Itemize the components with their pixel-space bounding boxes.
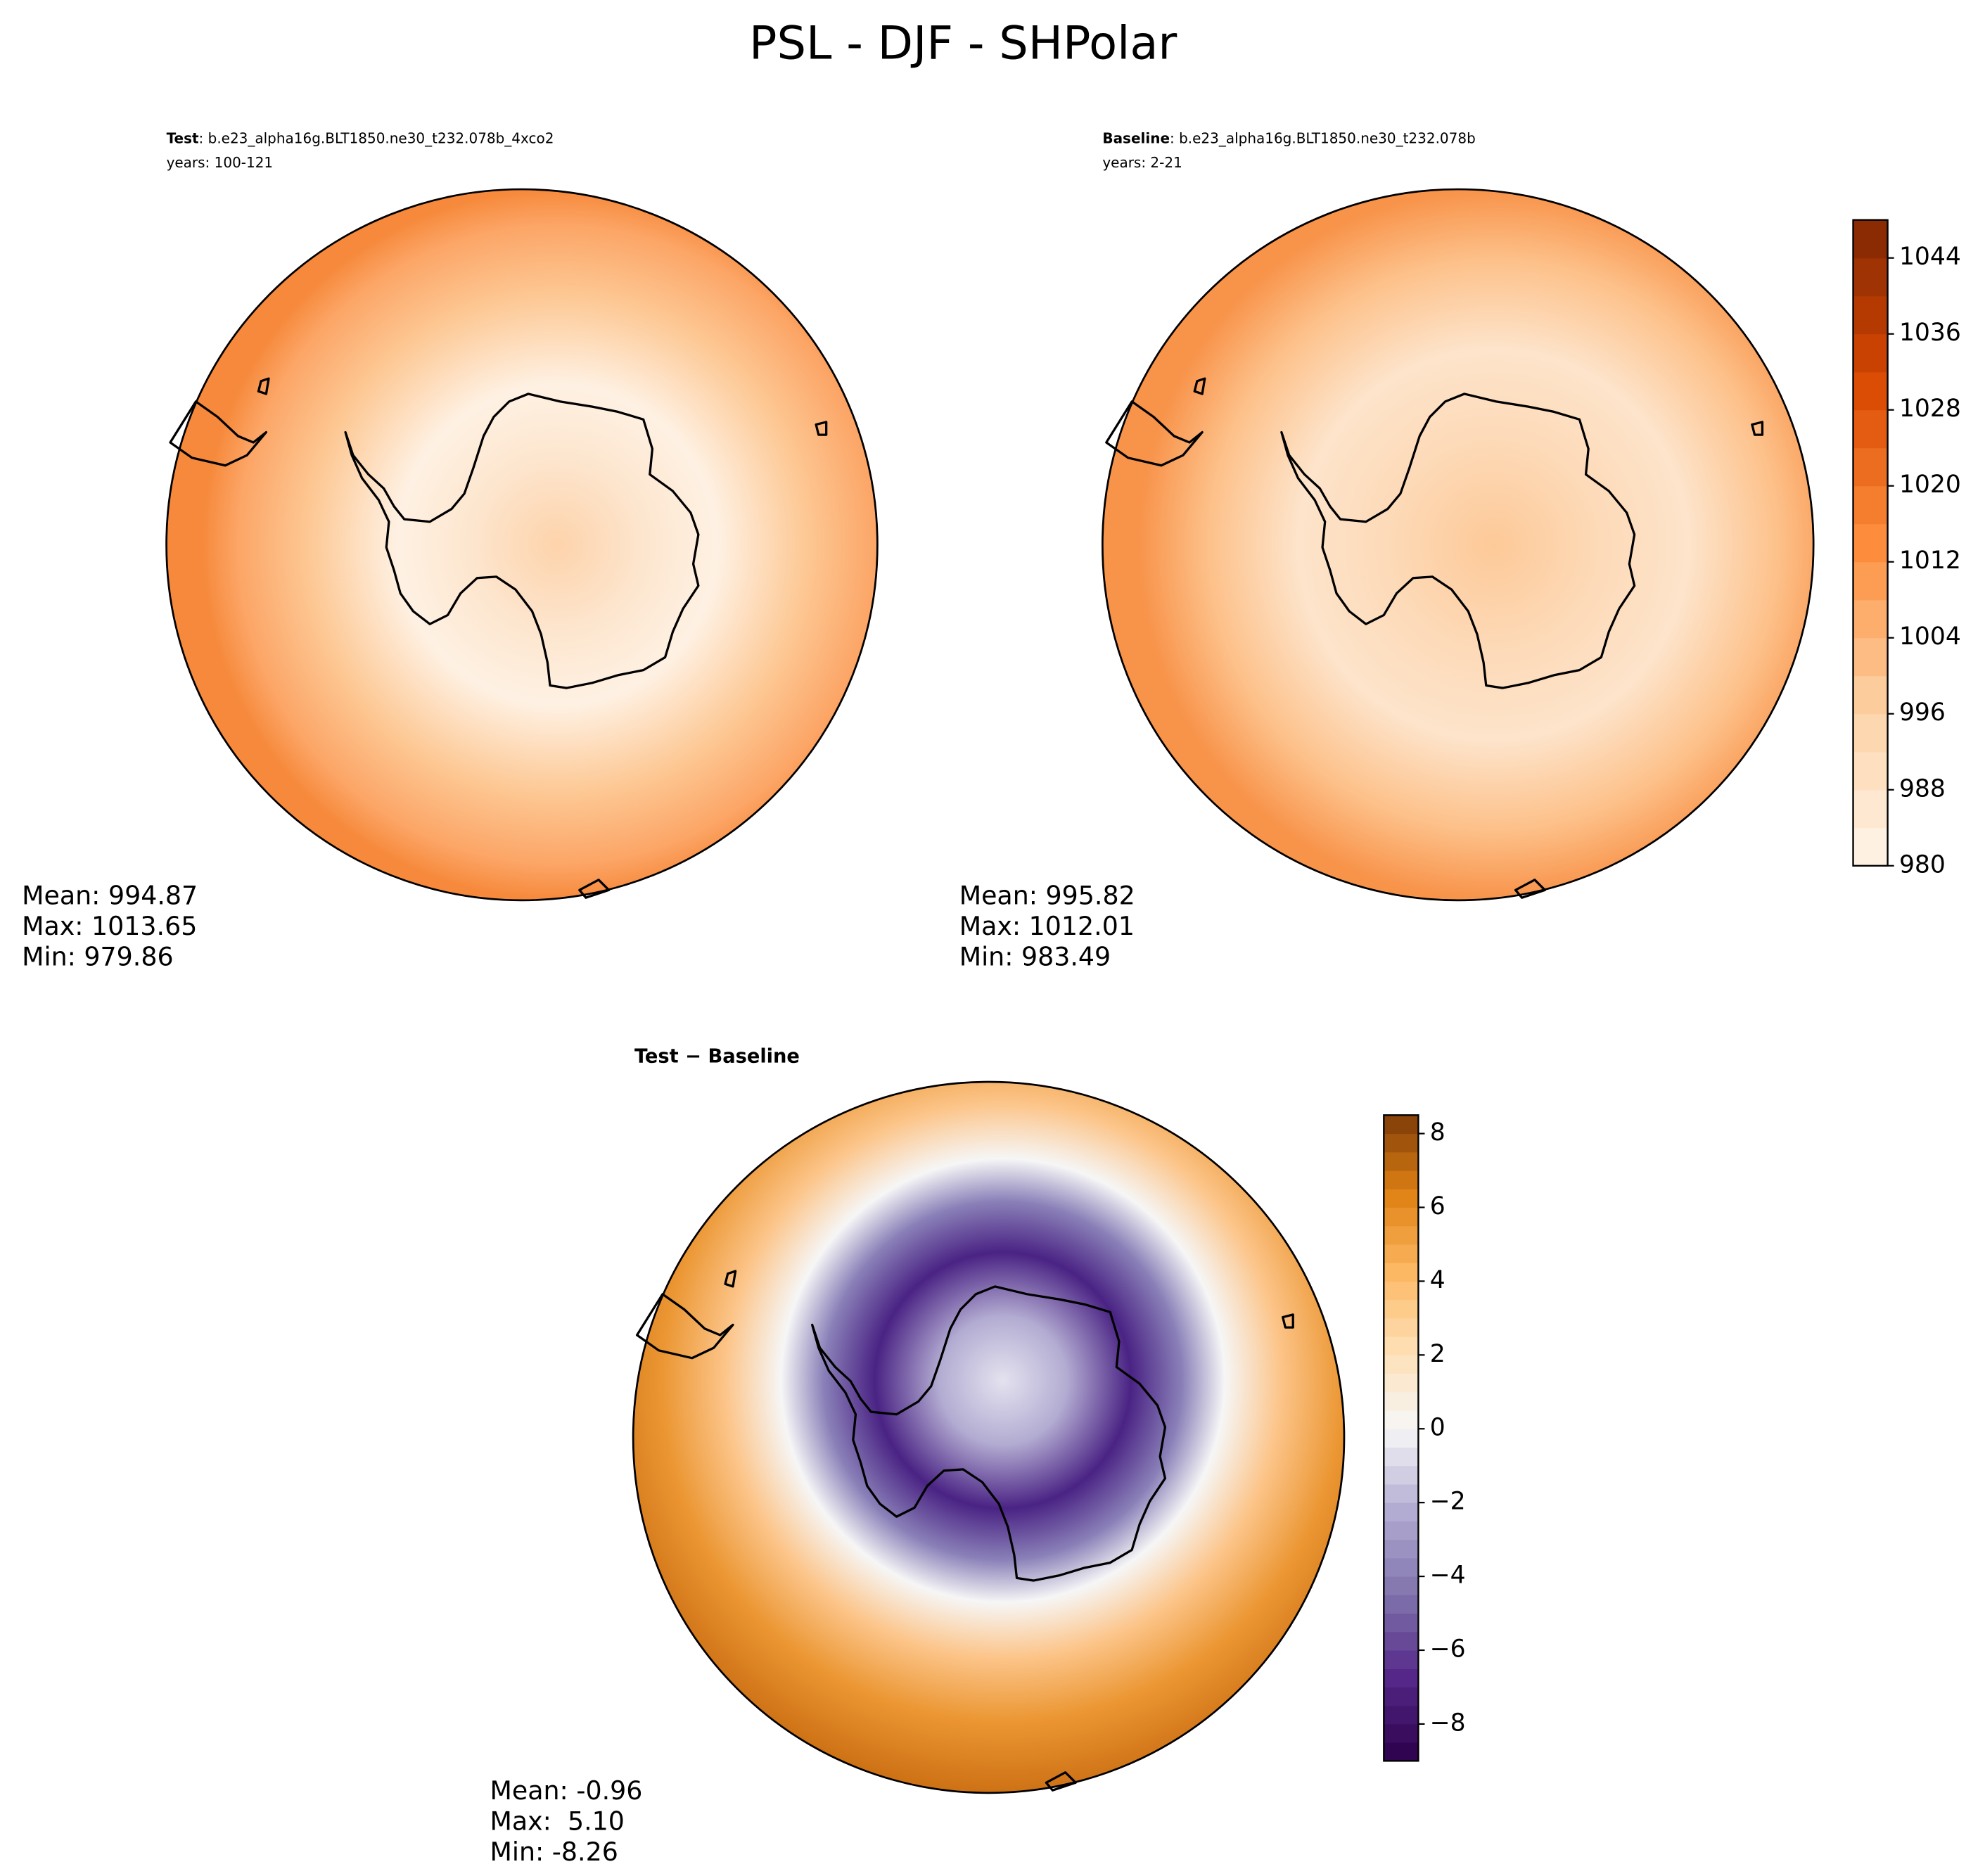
colorbar-band <box>1853 447 1888 487</box>
colorbar-tick-label: 980 <box>1899 850 1946 879</box>
colorbar-band <box>1384 1410 1419 1429</box>
colorbar-tick-label: 996 <box>1899 698 1946 727</box>
colorbar-band <box>1384 1557 1419 1577</box>
colorbar-tick-label: 2 <box>1430 1340 1445 1368</box>
colorbar-band <box>1853 599 1888 639</box>
colorbar-band <box>1853 675 1888 715</box>
colorbar-band <box>1384 1280 1419 1301</box>
colorbar-band <box>1384 1317 1419 1337</box>
figure-title: PSL - DJF - SHPolar <box>749 17 1177 70</box>
colorbar-band <box>1384 1262 1419 1282</box>
colorbar-band <box>1384 1354 1419 1374</box>
colorbar-band <box>1384 1576 1419 1595</box>
colorbar-band <box>1384 1502 1419 1521</box>
colorbar-tick-label: 6 <box>1430 1192 1445 1220</box>
stat: Min: 983.49 <box>959 942 1111 972</box>
colorbar-tick-label: 0 <box>1430 1414 1445 1442</box>
colorbar-band <box>1384 1206 1419 1227</box>
panel-label: Test − Baseline <box>634 1046 800 1068</box>
panel-label: Test: b.e23_alpha16g.BLT1850.ne30_t232.0… <box>167 130 554 147</box>
colorbar-band <box>1384 1594 1419 1614</box>
panel-years: years: 2-21 <box>1102 154 1182 171</box>
colorbar-band <box>1384 1428 1419 1448</box>
colorbar-tick-label: 1020 <box>1899 471 1961 499</box>
colorbar-band <box>1384 1372 1419 1393</box>
colorbar-band <box>1853 789 1888 829</box>
colorbar-band <box>1384 1723 1419 1743</box>
colorbar-band <box>1384 1612 1419 1633</box>
stat: Mean: -0.96 <box>490 1775 643 1806</box>
colorbar-band <box>1853 409 1888 449</box>
colorbar-band <box>1384 1244 1419 1263</box>
colorbar-tick-label: 1044 <box>1899 243 1961 271</box>
colorbar-tick-label: 1028 <box>1899 395 1961 423</box>
colorbar-band <box>1853 523 1888 563</box>
colorbar-band <box>1853 295 1888 335</box>
colorbar-band <box>1384 1391 1419 1411</box>
colorbar-tick-label: 1012 <box>1899 547 1961 575</box>
colorbar-tick-label: −8 <box>1430 1709 1466 1737</box>
colorbar-tick-label: −2 <box>1430 1488 1466 1516</box>
colorbar-band <box>1384 1465 1419 1485</box>
colorbar-band <box>1384 1188 1419 1208</box>
panel-label-bold: Baseline <box>1102 130 1170 147</box>
colorbar-band <box>1853 713 1888 753</box>
colorbar-band <box>1384 1132 1419 1153</box>
colorbar-band <box>1853 561 1888 601</box>
colorbar-band <box>1384 1151 1419 1171</box>
map <box>1101 188 1815 902</box>
colorbar-band <box>1384 1539 1419 1559</box>
map <box>165 188 879 902</box>
colorbar-band <box>1853 827 1888 867</box>
colorbar-tick-label: 4 <box>1430 1266 1445 1294</box>
colorbar-band <box>1384 1705 1419 1725</box>
colorbar-band <box>1384 1336 1419 1355</box>
colorbar-band <box>1853 751 1888 791</box>
colorbar-frame <box>1852 219 1889 867</box>
colorbar-band <box>1853 485 1888 525</box>
colorbar-band <box>1384 1483 1419 1503</box>
colorbar-band <box>1384 1742 1419 1761</box>
colorbar-band <box>1384 1114 1419 1135</box>
colorbar-band <box>1384 1686 1419 1706</box>
stat: Max: 1013.65 <box>22 911 197 941</box>
colorbar-band <box>1853 219 1888 259</box>
panel-label: Baseline: b.e23_alpha16g.BLT1850.ne30_t2… <box>1102 130 1475 147</box>
colorbar-band <box>1853 257 1888 297</box>
colorbar-band <box>1384 1299 1419 1319</box>
colorbar-band <box>1384 1650 1419 1669</box>
colorbar-band <box>1384 1520 1419 1540</box>
stat: Min: -8.26 <box>490 1837 618 1867</box>
stat: Mean: 995.82 <box>959 880 1135 910</box>
stat: Max: 5.10 <box>490 1806 625 1837</box>
colorbar-tick-label: −4 <box>1430 1562 1466 1590</box>
panel-label-text: : b.e23_alpha16g.BLT1850.ne30_t232.078b_… <box>199 130 554 147</box>
colorbar-tick-label: −6 <box>1430 1635 1466 1663</box>
panel-label-text: : b.e23_alpha16g.BLT1850.ne30_t232.078b <box>1170 130 1476 147</box>
colorbar-tick-label: 988 <box>1899 774 1946 803</box>
panel-label-bold: Test <box>167 130 199 147</box>
map <box>632 1080 1346 1794</box>
stat: Min: 979.86 <box>22 942 173 972</box>
colorbar-band <box>1384 1631 1419 1651</box>
colorbar-band <box>1384 1446 1419 1467</box>
colorbar-frame <box>1383 1114 1419 1762</box>
colorbar-tick-label: 8 <box>1430 1118 1445 1147</box>
colorbar-band <box>1853 333 1888 373</box>
colorbar-band <box>1384 1225 1419 1245</box>
colorbar-band <box>1384 1170 1419 1189</box>
colorbar-tick-label: 1004 <box>1899 623 1961 651</box>
colorbar-band <box>1384 1668 1419 1688</box>
colorbar-tick-label: 1036 <box>1899 319 1961 347</box>
colorbar-band <box>1853 371 1888 411</box>
stat: Mean: 994.87 <box>22 880 198 910</box>
stat: Max: 1012.01 <box>959 911 1135 941</box>
colorbar-band <box>1853 637 1888 677</box>
panel-years: years: 100-121 <box>167 154 274 171</box>
